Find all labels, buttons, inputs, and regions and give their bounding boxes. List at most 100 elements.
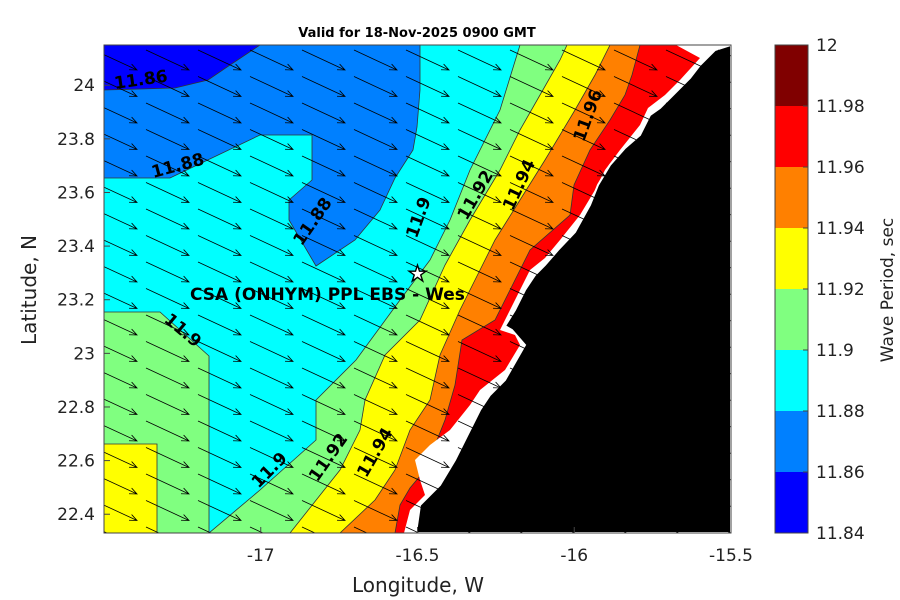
x-tick-label: -16 [560, 546, 588, 566]
colorbar-tick-label: 11.88 [816, 402, 865, 422]
wave-arrow [145, 288, 190, 309]
colorbar-swatch [775, 472, 808, 533]
wave-arrow [613, 394, 658, 415]
wave-arrow [104, 54, 138, 71]
wave-arrow [457, 155, 502, 177]
wave-arrow [457, 500, 502, 521]
wave-arrow [353, 473, 398, 495]
wave-arrow [717, 420, 731, 428]
colorbar-tick-label: 11.9 [816, 341, 854, 361]
wave-arrow [405, 76, 450, 97]
wave-arrow [353, 314, 398, 336]
wave-arrow [717, 367, 731, 375]
wave-arrow [353, 102, 398, 124]
wave-arrow [717, 341, 731, 348]
wave-arrow [717, 235, 731, 242]
wave-arrow [665, 526, 680, 533]
wave-arrow [104, 239, 138, 256]
colorbar-tick-label: 11.86 [816, 463, 865, 483]
wave-arrow [717, 526, 731, 533]
wave-direction-arrows [104, 49, 731, 533]
wave-arrow [613, 49, 658, 71]
wave-arrow [197, 420, 242, 442]
map-title: Valid for 18-Nov-2025 0900 GMT [298, 26, 536, 41]
wave-arrow [249, 288, 294, 309]
wave-arrow [405, 394, 450, 415]
wave-arrow [509, 394, 554, 415]
y-tick-label: 22.8 [57, 398, 95, 418]
wave-arrow [405, 314, 450, 336]
coastal-fringe [404, 45, 731, 533]
wave-arrow [145, 314, 190, 336]
wave-arrow [301, 129, 346, 150]
wave-arrow [613, 447, 658, 468]
wave-arrow [104, 133, 138, 150]
wave-arrow [457, 394, 502, 415]
y-tick-label: 24 [73, 76, 95, 96]
band-11-92-11-94-west [104, 443, 158, 533]
wave-arrow [249, 235, 294, 256]
colorbar-tick-label: 11.84 [816, 524, 865, 544]
colorbar: 12 11.98 11.96 11.94 11.92 11.9 11.88 11.86 11.8… [774, 36, 865, 544]
wave-arrow [405, 473, 450, 495]
x-tick-label: -17 [247, 546, 275, 566]
wave-arrow [665, 102, 710, 124]
wave-arrow [104, 213, 138, 230]
wave-arrow [145, 208, 190, 230]
wave-arrow [301, 76, 346, 97]
wave-arrow [613, 500, 658, 521]
wave-arrow [665, 208, 710, 230]
wave-arrow [717, 447, 731, 454]
wave-arrow [509, 420, 554, 442]
wave-arrow [197, 500, 242, 521]
wave-arrow [353, 182, 398, 203]
wave-arrow [717, 155, 731, 163]
wave-arrow [561, 155, 606, 177]
wave-arrow [613, 129, 658, 150]
wave-arrow [301, 526, 316, 533]
x-axis-ticks: -17 -16.5 -16 -15.5 [247, 527, 753, 566]
wave-arrow [145, 49, 190, 71]
wave-arrow [613, 155, 658, 177]
wave-arrow [197, 473, 242, 495]
wave-arrow [104, 398, 138, 415]
wave-arrow [405, 49, 450, 71]
wave-arrow [613, 473, 658, 495]
wave-arrow [561, 261, 606, 283]
wave-arrow [613, 102, 658, 124]
wave-arrow [197, 447, 242, 468]
x-tick-label: -16.5 [396, 546, 440, 566]
wave-arrow [145, 182, 190, 203]
wave-arrow [665, 49, 710, 71]
wave-arrow [405, 447, 450, 468]
wave-arrow [509, 341, 554, 362]
colorbar-tick-label: 11.96 [816, 158, 865, 178]
colorbar-swatch [775, 228, 808, 289]
star-icon: ★ [408, 262, 428, 287]
wave-arrow [145, 102, 190, 124]
wave-arrow [665, 288, 710, 309]
wave-arrow [613, 341, 658, 362]
wave-arrow [405, 500, 450, 521]
wave-arrow [145, 155, 190, 177]
wave-arrow [197, 76, 242, 97]
wave-arrow [104, 372, 138, 389]
wave-arrow [509, 473, 554, 495]
wave-arrow [301, 155, 346, 177]
wave-arrow [249, 526, 264, 533]
wave-arrow [457, 341, 502, 362]
wave-arrow [457, 129, 502, 150]
wave-arrow [457, 420, 502, 442]
wave-arrow [145, 526, 160, 533]
wave-arrow [457, 314, 502, 336]
wave-arrow [353, 341, 398, 362]
colorbar-swatch [775, 350, 808, 411]
wave-arrow [301, 102, 346, 124]
wave-arrow [509, 314, 554, 336]
wave-arrow [145, 420, 190, 442]
colorbar-tick-label: 11.92 [816, 280, 865, 300]
wave-arrow [145, 76, 190, 97]
colorbar-swatch [775, 289, 808, 350]
wave-arrow [104, 478, 138, 495]
wave-arrow [457, 526, 472, 533]
